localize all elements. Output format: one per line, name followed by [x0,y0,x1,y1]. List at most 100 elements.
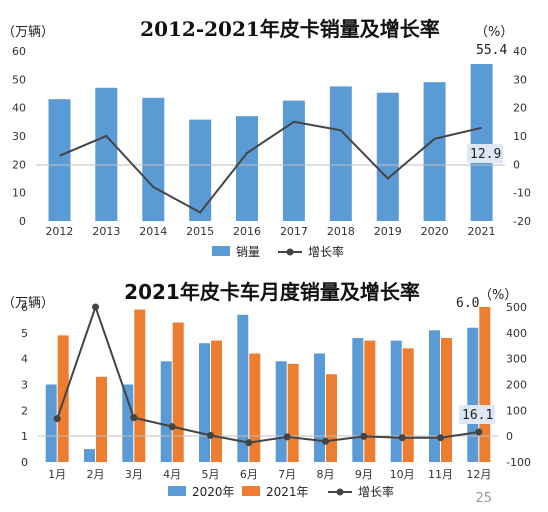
chart1-x-tick: 2021 [468,225,496,238]
chart2-legend-series1-label: 2020年 [192,485,235,499]
chart2-left-tick: 3 [21,379,28,392]
chart2-bar-series1 [429,330,440,463]
chart2-x-tick: 3月 [125,468,143,481]
chart2-legend-line-marker [336,488,344,496]
chart2-annotation: 16.1 [462,408,493,423]
chart1-annotation-box [467,144,503,163]
chart1-left-tick: 0 [19,215,26,228]
chart2-legend-series2-swatch [242,486,260,496]
chart2-bar-series2 [441,338,452,462]
chart2-right-tick: 400 [506,327,527,340]
chart2-right-tick: 200 [506,379,527,392]
chart1-legend-line-marker [286,248,294,256]
chart2-bar-series1 [237,314,249,463]
chart2-bar-series2 [364,340,376,462]
chart2-left-tick: 1 [21,430,28,443]
chart2-bar-series2 [134,309,146,462]
chart2-bar-series1 [352,338,364,462]
chart1-left-unit: （万辆） [2,25,54,40]
chart2-annotation-box [459,405,495,424]
chart1-bar-sales [48,99,71,221]
chart2-bar-series2 [326,374,337,462]
chart2-right-tick: 100 [506,404,527,417]
chart1-legend-growth-label: 增长率 [308,244,344,259]
chart1-right-tick: 20 [513,102,527,115]
chart1-x-tick: 2020 [421,225,449,238]
chart1-left-tick: 50 [12,73,26,86]
chart2-left-tick: 4 [21,353,28,366]
chart2-growth-point [322,437,329,445]
chart2-growth-point [437,434,444,442]
chart2-bar-series2 [172,322,184,462]
chart1-x-tick: 2013 [92,225,120,238]
chart2-x-tick: 9月 [355,468,373,481]
chart2-growth-point [398,434,406,442]
chart1-bar-sales [142,97,165,222]
chart1-left-tick: 60 [12,45,26,58]
chart2-legend-series1-swatch [168,486,186,496]
chart2-right-tick: 300 [506,353,527,366]
chart1-x-tick: 2019 [374,225,402,238]
chart2-growth-point [475,428,483,436]
chart1-x-tick: 2018 [327,225,355,238]
chart1-bar-sales [329,86,352,222]
chart2-bar-series1 [390,340,402,462]
chart2-x-tick: 12月 [466,468,491,481]
chart2-bar-series1 [84,449,95,462]
chart2-left-tick: 5 [21,327,28,340]
chart1-bar-sales [376,92,399,221]
chart2-growth-point [245,439,253,447]
chart1-left-tick: 10 [12,187,26,200]
chart2-right-unit: （%） [479,288,517,303]
chart2-growth-point [53,415,61,423]
chart2-growth-point [130,414,138,422]
chart1-bar-sales [95,87,118,221]
chart2-growth-point [283,433,291,441]
chart2-left-tick: 6 [21,301,28,314]
chart1-title: 2012-2021年皮卡销量及增长率 [140,17,440,41]
chart1-x-tick: 2017 [280,225,308,238]
chart1-bar-sales [423,82,446,221]
chart1-right-tick: -10 [513,187,531,200]
chart1-bar-sales [470,64,493,221]
chart1-growth-line [59,120,482,214]
chart2-left-tick: 0 [21,456,28,469]
chart2-right-tick: 500 [506,301,527,314]
chart1-right-unit: （%） [475,25,513,40]
chart2-right-tick: -100 [506,456,531,469]
chart1-left-tick: 20 [12,158,26,171]
chart1-x-tick: 2012 [45,225,73,238]
chart2-growth-line [56,303,479,444]
chart2-bar-series2 [249,353,261,462]
chart2-bar-series2 [287,363,299,462]
chart2-growth-point [92,303,99,311]
chart2-bar-series1 [275,361,287,463]
chart1-bar-sales [236,116,258,221]
chart2-annotation: 6.0 [456,296,479,311]
chart2-bar-series1 [199,343,210,462]
chart2-bar-series2 [479,307,491,462]
chart2-x-tick: 5月 [202,468,220,481]
chart1-left-tick: 40 [12,102,26,115]
chart1-right-tick: 30 [513,73,527,86]
chart2-x-tick: 1月 [48,468,66,481]
chart1-legend-sales-label: 销量 [236,245,260,259]
chart1-bar-sales [189,119,212,221]
chart2-bar-series2 [96,376,107,463]
chart1-bar-sales [282,100,305,221]
chart2-bar-series1 [160,361,172,463]
chart2-left-tick: 2 [21,404,28,417]
chart1-right-tick: 40 [513,45,527,58]
chart1-annotation: 55.4 [476,43,507,58]
chart2-x-tick: 7月 [278,468,296,481]
chart2-x-tick: 10月 [390,468,415,481]
chart2-x-tick: 6月 [240,468,258,481]
chart2-right-tick: 0 [506,430,513,443]
chart2-title: 2021年皮卡车月度销量及增长率 [124,280,420,304]
chart2-growth-point [360,432,368,440]
chart1-right-tick: 10 [513,130,527,143]
chart2-left-unit: （万辆） [2,296,54,311]
chart2-bar-series2 [402,348,414,462]
